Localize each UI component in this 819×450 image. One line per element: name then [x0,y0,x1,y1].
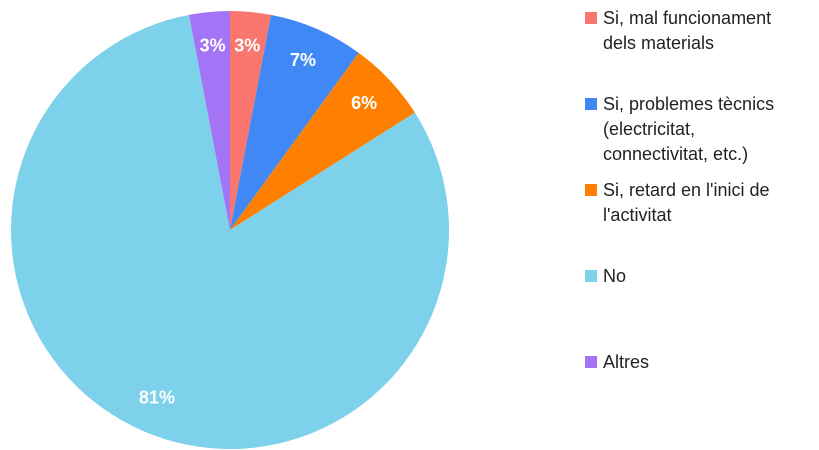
legend-label: Si, problemes tècnics (electricitat, con… [603,94,775,164]
legend-swatch [585,184,597,196]
legend-entry: Si, retard en l'inici de l'activitat [585,178,800,228]
legend-entry: Si, mal funcionament dels materials [585,6,800,56]
pie-slice [230,11,272,230]
legend-label: Altres [603,352,650,372]
legend-entry: Si, problemes tècnics (electricitat, con… [585,92,800,167]
data-label: 7% [290,50,316,70]
legend-entry: Altres [585,350,800,375]
data-label: 3% [234,36,260,56]
legend-label: Si, retard en l'inici de l'activitat [603,180,770,225]
legend-swatch [585,12,597,24]
legend-swatch [585,356,597,368]
legend-swatch [585,270,597,282]
pie-slice [230,14,359,231]
data-label: 81% [139,388,175,408]
legend-swatch [585,98,597,110]
data-label: 6% [351,93,377,113]
legend-label: Si, mal funcionament dels materials [603,8,772,53]
pie-slice [188,11,230,230]
pie-slice [10,14,449,450]
legend-label: No [603,266,627,286]
pie-slice [230,52,415,230]
data-label: 3% [200,36,226,56]
legend-entry: No [585,264,800,289]
